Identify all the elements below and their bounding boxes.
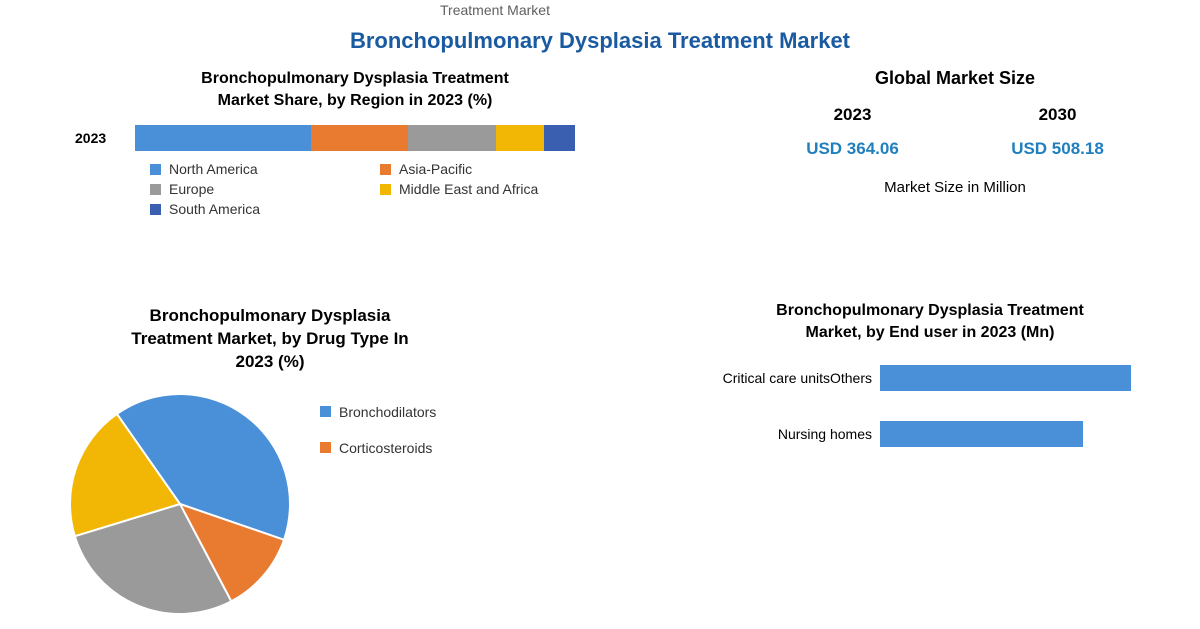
legend-label: Asia-Pacific — [399, 161, 472, 177]
market-size-year-0: 2023 — [763, 105, 943, 125]
enduser-bar-label: Nursing homes — [680, 426, 880, 442]
pie-chart-title: Bronchopulmonary Dysplasia Treatment Mar… — [90, 305, 450, 374]
market-size-block: Global Market Size 2023 USD 364.06 2030 … — [750, 68, 1160, 196]
enduser-title-l2: Market, by End user in 2023 (Mn) — [806, 324, 1055, 341]
region-year-label: 2023 — [75, 130, 135, 146]
market-size-row: 2023 USD 364.06 2030 USD 508.18 — [750, 105, 1160, 159]
region-chart-row: 2023 — [75, 125, 635, 151]
pie-title-l2: Treatment Market, by Drug Type In — [131, 329, 408, 348]
pie-legend: Bronchodilators Corticosteroids — [320, 384, 436, 624]
enduser-title-l1: Bronchopulmonary Dysplasia Treatment — [776, 302, 1084, 319]
region-seg-middle-east-and-africa — [496, 125, 544, 151]
market-size-year-1: 2030 — [968, 105, 1148, 125]
region-legend-item: North America — [150, 161, 380, 177]
pie-wrap — [60, 384, 300, 624]
enduser-bar-label: Critical care unitsOthers — [680, 370, 880, 386]
pie-title-l3: 2023 (%) — [236, 352, 305, 371]
legend-swatch — [150, 164, 161, 175]
legend-label: Bronchodilators — [339, 404, 436, 420]
region-stacked-bar — [135, 125, 575, 151]
enduser-bar — [880, 421, 1083, 447]
pie-svg — [60, 384, 300, 624]
enduser-bar-track — [880, 421, 1180, 447]
enduser-bar-row: Critical care unitsOthers — [680, 365, 1180, 391]
region-chart-title: Bronchopulmonary Dysplasia Treatment Mar… — [75, 68, 635, 111]
market-size-cell-0: 2023 USD 364.06 — [763, 105, 943, 159]
enduser-bar-row: Nursing homes — [680, 421, 1180, 447]
legend-label: North America — [169, 161, 258, 177]
region-seg-asia-pacific — [311, 125, 408, 151]
region-legend-item: Europe — [150, 181, 380, 197]
region-legend-item: South America — [150, 201, 380, 217]
top-caption: Treatment Market — [440, 2, 550, 18]
enduser-chart-title: Bronchopulmonary Dysplasia Treatment Mar… — [680, 300, 1180, 343]
market-size-title: Global Market Size — [750, 68, 1160, 89]
enduser-bars: Critical care unitsOthers Nursing homes — [680, 365, 1180, 447]
legend-swatch — [380, 164, 391, 175]
market-size-value-0: USD 364.06 — [763, 139, 943, 159]
legend-swatch — [320, 406, 331, 417]
market-size-value-1: USD 508.18 — [968, 139, 1148, 159]
region-seg-north-america — [135, 125, 311, 151]
enduser-chart: Bronchopulmonary Dysplasia Treatment Mar… — [680, 300, 1180, 477]
legend-label: Corticosteroids — [339, 440, 432, 456]
region-legend: North America Asia-Pacific Europe Middle Ea… — [150, 161, 630, 221]
market-size-cell-1: 2030 USD 508.18 — [968, 105, 1148, 159]
legend-label: Middle East and Africa — [399, 181, 538, 197]
pie-flex: Bronchodilators Corticosteroids — [60, 384, 620, 624]
region-chart-title-l1: Bronchopulmonary Dysplasia Treatment — [201, 70, 509, 87]
legend-swatch — [320, 442, 331, 453]
pie-chart: Bronchopulmonary Dysplasia Treatment Mar… — [60, 305, 620, 624]
region-legend-item: Middle East and Africa — [380, 181, 610, 197]
enduser-bar-track — [880, 365, 1180, 391]
pie-legend-item: Corticosteroids — [320, 440, 436, 456]
pie-legend-item: Bronchodilators — [320, 404, 436, 420]
region-chart: Bronchopulmonary Dysplasia Treatment Mar… — [75, 68, 635, 221]
region-seg-south-america — [544, 125, 575, 151]
region-chart-title-l2: Market Share, by Region in 2023 (%) — [218, 92, 493, 109]
legend-label: Europe — [169, 181, 214, 197]
pie-title-l1: Bronchopulmonary Dysplasia — [150, 306, 391, 325]
enduser-bar — [880, 365, 1131, 391]
region-legend-item: Asia-Pacific — [380, 161, 610, 177]
region-seg-europe — [408, 125, 496, 151]
legend-label: South America — [169, 201, 260, 217]
market-size-unit: Market Size in Million — [750, 179, 1160, 196]
legend-swatch — [380, 184, 391, 195]
page-title: Bronchopulmonary Dysplasia Treatment Mar… — [0, 28, 1200, 54]
legend-swatch — [150, 204, 161, 215]
legend-swatch — [150, 184, 161, 195]
